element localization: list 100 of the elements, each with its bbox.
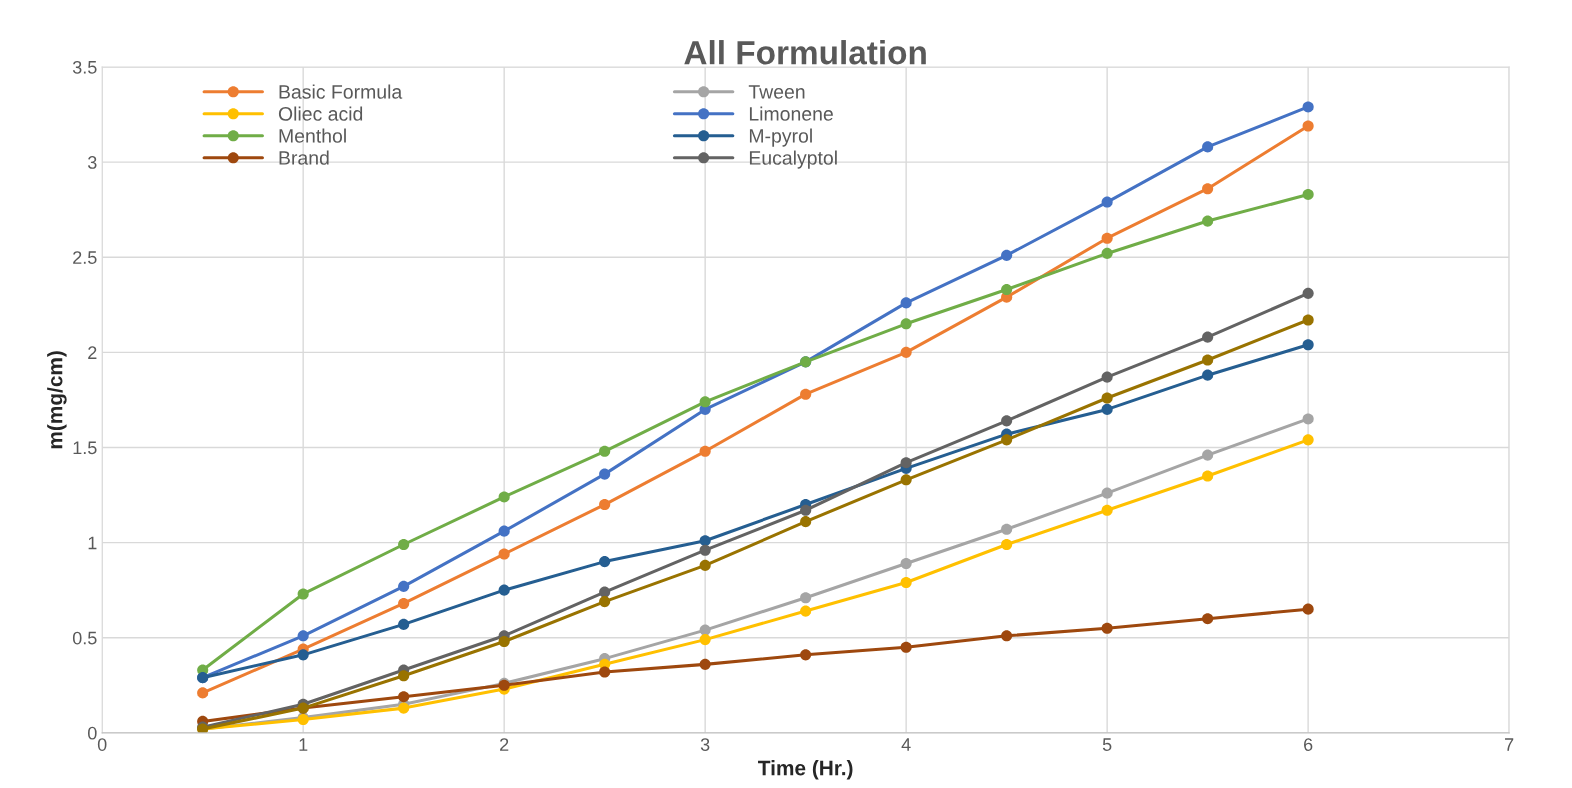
point xyxy=(1101,392,1113,404)
y-tick-label: 0 xyxy=(87,726,97,740)
point xyxy=(398,670,410,682)
legend-label: Menthol xyxy=(279,128,346,143)
point xyxy=(398,702,410,714)
point xyxy=(800,592,812,604)
point xyxy=(699,544,711,556)
y-tick-label: 3 xyxy=(87,156,97,169)
y-tick-label: 0.5 xyxy=(72,631,97,645)
point xyxy=(498,584,510,596)
point xyxy=(800,605,812,617)
x-tick-label: 1 xyxy=(299,738,308,751)
point xyxy=(498,491,510,503)
legend-label: Tween xyxy=(748,85,805,99)
point xyxy=(1001,284,1013,296)
point xyxy=(1202,183,1214,195)
x-tick-label: 4 xyxy=(901,738,911,751)
point xyxy=(1001,415,1013,427)
point xyxy=(398,538,410,551)
point xyxy=(900,297,912,309)
point xyxy=(1202,613,1214,625)
x-tick-label: 3 xyxy=(700,738,710,751)
point xyxy=(297,649,309,661)
point xyxy=(699,535,711,547)
legend-label: Brand xyxy=(279,150,329,165)
point xyxy=(900,457,912,469)
point xyxy=(900,474,912,486)
point xyxy=(1302,434,1314,446)
legend-label: Oliec acid xyxy=(278,106,363,121)
legend-label: M-pyrol xyxy=(749,128,812,147)
point xyxy=(800,516,812,528)
x-tick-label: 2 xyxy=(500,738,509,751)
point xyxy=(1202,331,1214,343)
point xyxy=(1101,196,1113,208)
y-tick-label: 1.5 xyxy=(73,441,97,455)
point xyxy=(900,576,912,589)
legend-label: Eucalyptol xyxy=(749,150,837,169)
point xyxy=(1202,369,1214,381)
point xyxy=(599,468,611,480)
point xyxy=(800,649,812,661)
legend-label: Limonene xyxy=(749,106,833,121)
point xyxy=(498,635,510,648)
x-tick-label: 7 xyxy=(1505,738,1514,751)
point xyxy=(900,318,912,330)
point xyxy=(1302,101,1314,113)
point xyxy=(1101,403,1113,415)
point xyxy=(1001,523,1013,535)
point xyxy=(1101,487,1113,499)
point xyxy=(599,556,611,568)
legend-label: Basic Formula xyxy=(279,84,403,99)
point xyxy=(1202,449,1214,461)
point xyxy=(599,586,611,598)
point xyxy=(1202,470,1214,482)
point xyxy=(498,548,510,560)
point xyxy=(900,641,912,653)
point xyxy=(599,445,611,457)
point xyxy=(1001,630,1013,642)
point xyxy=(599,498,611,511)
chart-title: All Formulation xyxy=(684,40,926,65)
point xyxy=(1001,538,1013,551)
point xyxy=(800,504,812,516)
point xyxy=(1101,504,1113,516)
point xyxy=(699,634,711,646)
point xyxy=(1101,247,1113,259)
point xyxy=(1001,249,1013,261)
x-tick-label: 0 xyxy=(97,738,107,751)
point xyxy=(1202,354,1214,366)
point xyxy=(398,597,410,610)
y-tick-label: 3.5 xyxy=(72,60,97,74)
point xyxy=(1202,141,1214,153)
point xyxy=(1101,232,1113,244)
x-axis-title: Time (Hr.) xyxy=(758,760,853,780)
point xyxy=(1302,339,1314,351)
point xyxy=(699,658,711,670)
point xyxy=(398,618,410,630)
x-tick-label: 5 xyxy=(1102,738,1112,751)
point xyxy=(1302,314,1314,326)
point xyxy=(599,666,611,678)
point xyxy=(1101,622,1113,634)
y-axis-title: m(mg/cm) xyxy=(47,351,67,449)
point xyxy=(699,396,711,408)
point xyxy=(900,557,912,570)
point xyxy=(699,559,711,571)
point xyxy=(1101,371,1113,383)
point xyxy=(297,588,309,600)
y-tick-label: 1 xyxy=(88,536,97,550)
point xyxy=(197,687,209,699)
point xyxy=(699,445,711,457)
point xyxy=(1001,434,1013,446)
point xyxy=(1302,120,1314,132)
y-tick-label: 2.5 xyxy=(73,251,97,264)
point xyxy=(498,525,510,537)
point xyxy=(297,630,309,642)
y-tick-label: 2 xyxy=(88,346,97,359)
point xyxy=(1202,215,1214,227)
point xyxy=(599,596,611,608)
point xyxy=(398,580,410,592)
point xyxy=(1302,287,1314,299)
point xyxy=(800,388,812,400)
point xyxy=(1302,413,1314,425)
